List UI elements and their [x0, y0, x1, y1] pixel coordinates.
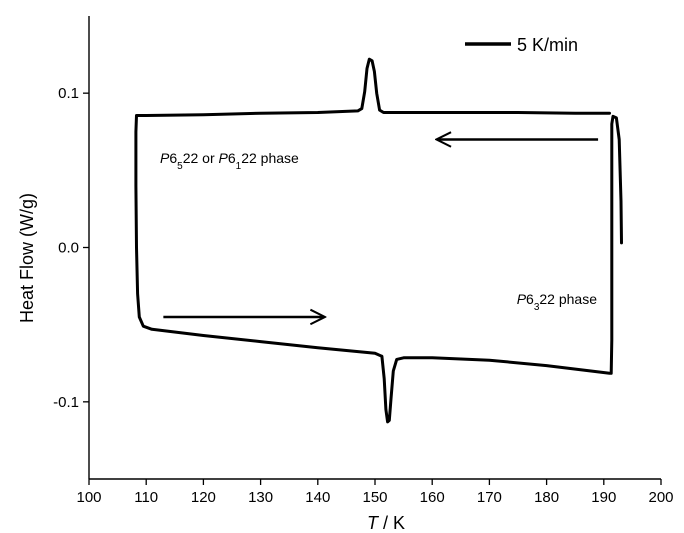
scale-bar-legend: 5 K/min [465, 35, 578, 55]
y-tick-label: 0.0 [58, 240, 79, 257]
series-layer [134, 57, 623, 424]
y-axis-ticks: -0.1 0.0 0.1 [53, 85, 89, 411]
y-tick-label: 0.1 [58, 85, 79, 102]
x-tick-label: 140 [305, 489, 330, 506]
phase-annotation: P6522 or P6122 phase [160, 150, 299, 172]
arrow-layer [163, 139, 599, 316]
x-tick-label: 180 [534, 489, 559, 506]
phase-annotation: P6322 phase [517, 291, 598, 313]
x-tick-label: 110 [134, 489, 158, 506]
x-tick-label: 190 [591, 489, 616, 506]
x-axis-title: T / K [367, 513, 405, 533]
y-tick-label: -0.1 [53, 394, 79, 411]
x-axis-ticks: 100 110 120 130 140 150 160 170 180 190 200 [76, 479, 674, 506]
x-axis-title-unit: / K [378, 513, 405, 533]
x-axis-title-variable: T [367, 513, 380, 533]
x-tick-label: 160 [420, 489, 445, 506]
x-tick-label: 100 [76, 489, 101, 506]
x-tick-label: 130 [248, 489, 273, 506]
x-tick-label: 120 [191, 489, 216, 506]
heat-flow-curve [134, 57, 623, 424]
x-tick-label: 200 [648, 489, 673, 506]
x-tick-label: 170 [477, 489, 502, 506]
annotation-layer: P6522 or P6122 phase P6322 phase [160, 150, 597, 313]
y-axis-title: Heat Flow (W/g) [17, 193, 37, 323]
x-tick-label: 150 [362, 489, 387, 506]
scale-bar-label: 5 K/min [517, 35, 578, 55]
